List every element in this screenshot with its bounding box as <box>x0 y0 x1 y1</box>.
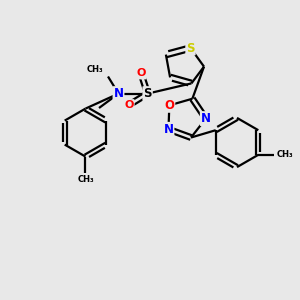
Text: N: N <box>164 123 173 136</box>
Text: N: N <box>201 112 211 125</box>
Text: CH₃: CH₃ <box>77 175 94 184</box>
Text: O: O <box>136 68 146 79</box>
Text: CH₃: CH₃ <box>87 65 104 74</box>
Text: O: O <box>164 99 174 112</box>
Text: S: S <box>186 41 195 55</box>
Text: O: O <box>124 100 134 110</box>
Text: CH₃: CH₃ <box>276 150 293 159</box>
Text: N: N <box>113 87 124 100</box>
Text: S: S <box>143 87 152 100</box>
